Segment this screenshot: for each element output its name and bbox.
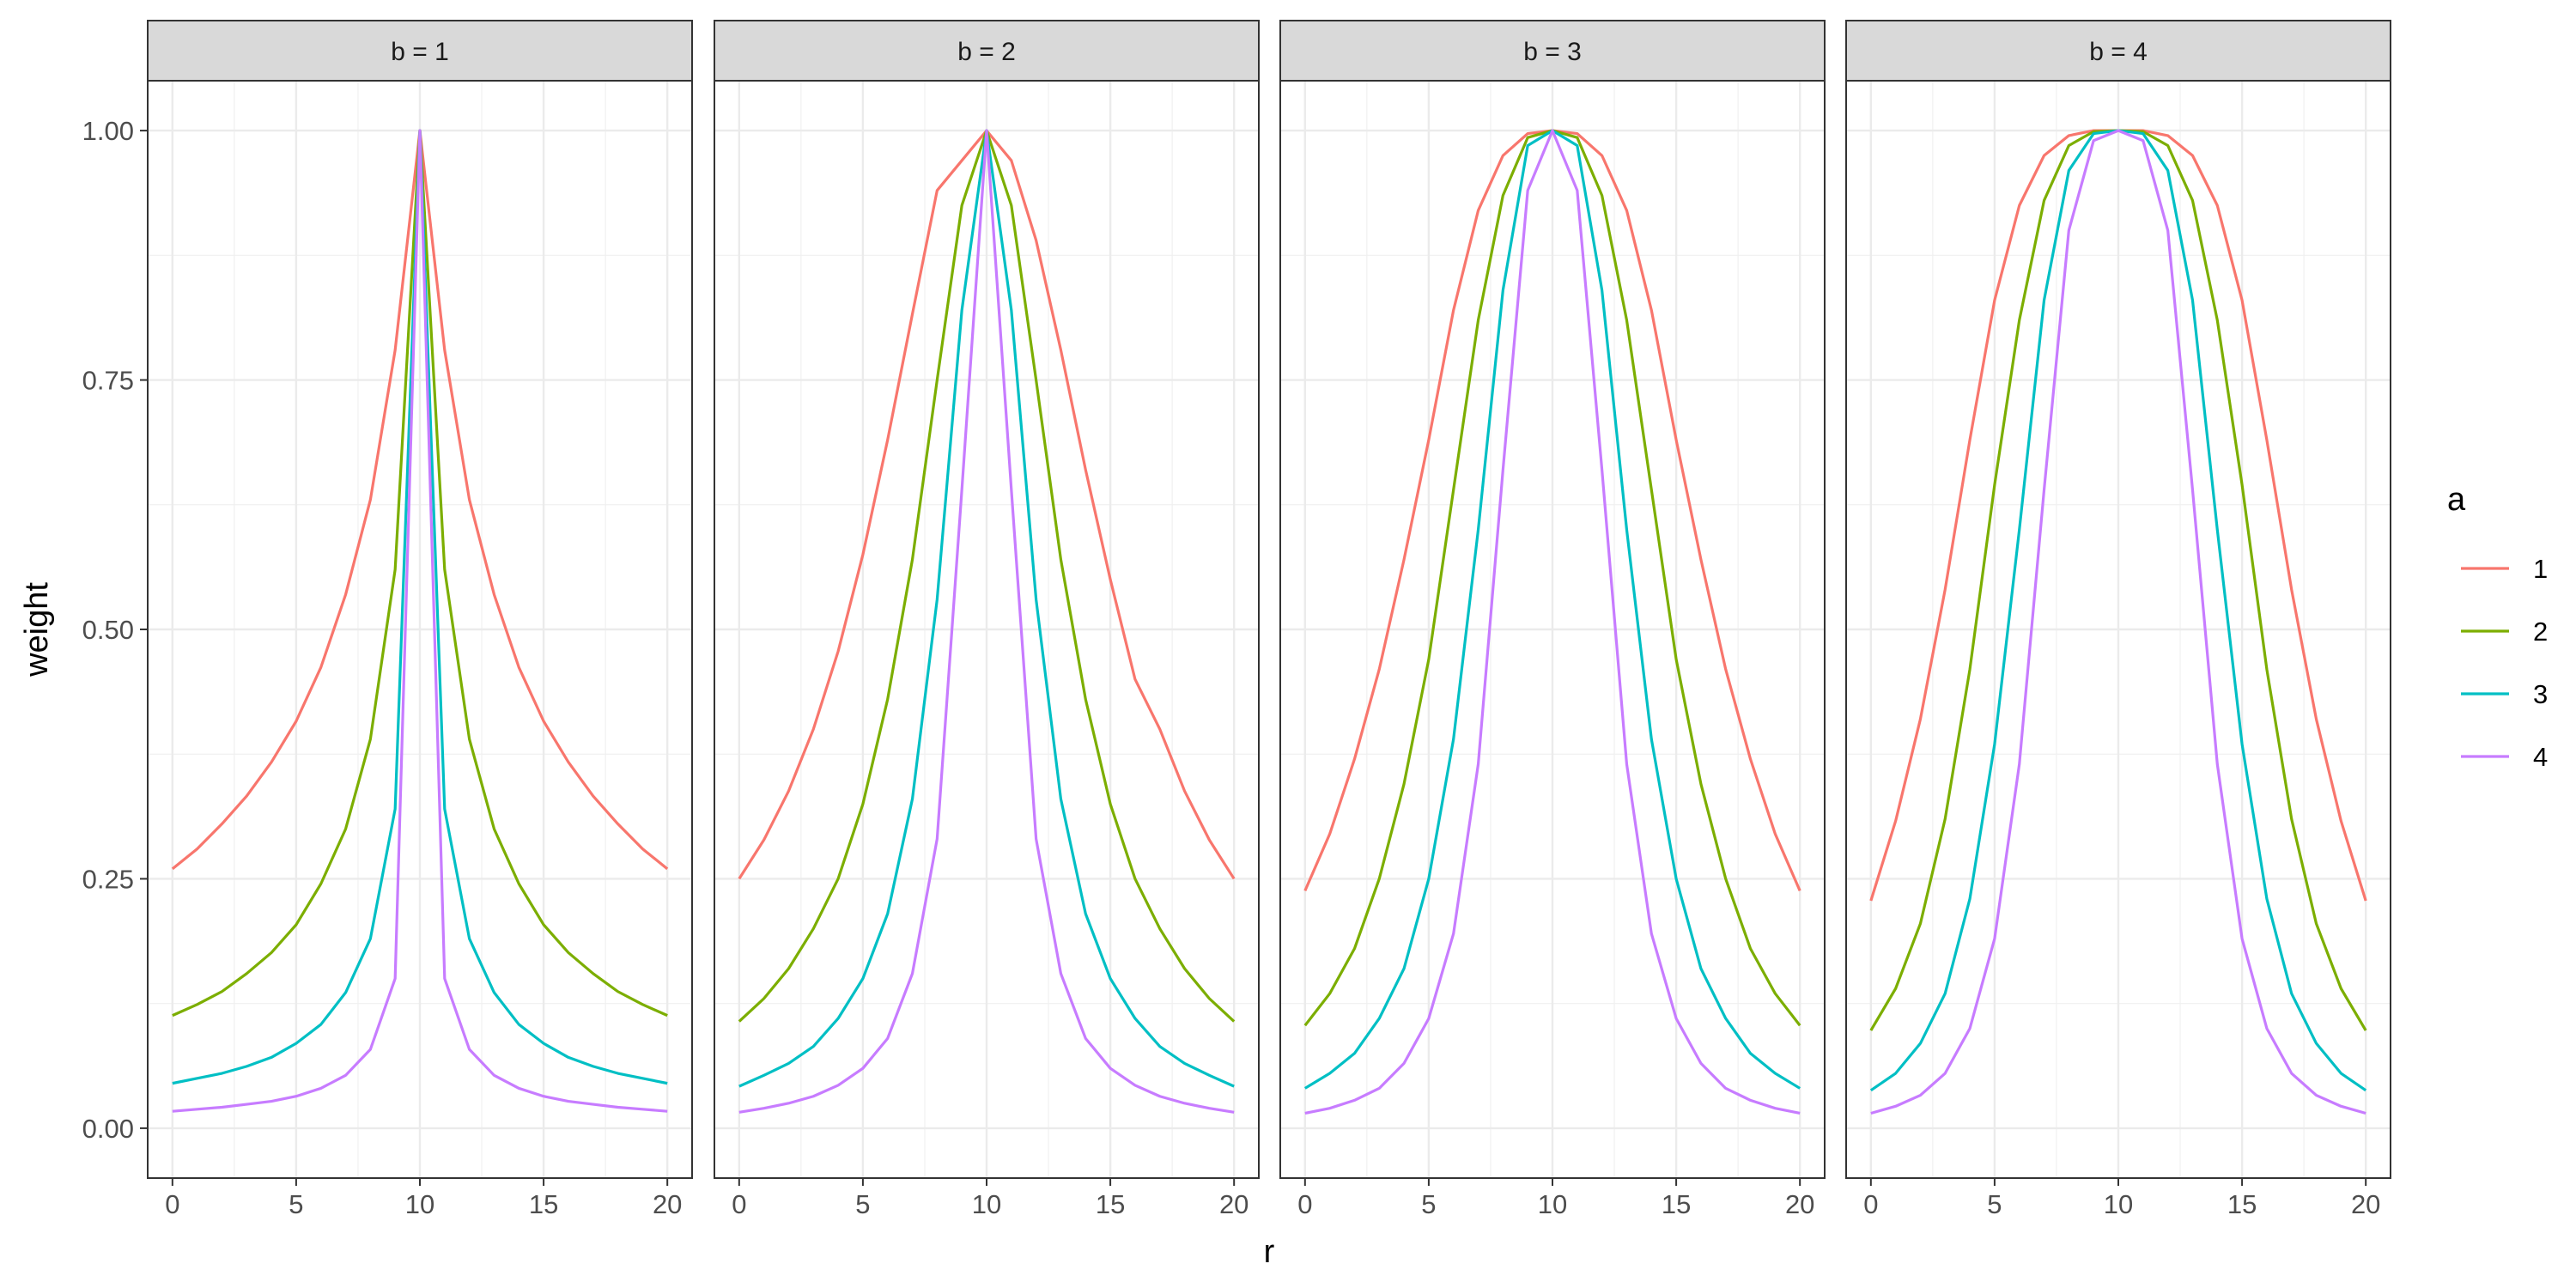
series-line-a4 — [1304, 129, 1801, 1115]
series-line-a4 — [738, 129, 1235, 1114]
x-axis-title: r — [1264, 1234, 1275, 1270]
x-tick-label: 20 — [1785, 1189, 1814, 1219]
x-tick-label: 0 — [1297, 1189, 1312, 1219]
y-tick-label: 1.00 — [82, 116, 134, 146]
series-line-a4 — [172, 129, 668, 1113]
y-tick-label: 0.25 — [82, 864, 134, 894]
x-tick-label: 15 — [529, 1189, 558, 1219]
y-tick-label: 0.75 — [82, 366, 134, 396]
facet-strip-bg — [147, 20, 693, 82]
x-tick-label: 10 — [1538, 1189, 1567, 1219]
y-axis-title: weight — [19, 582, 55, 677]
x-tick-label: 0 — [165, 1189, 179, 1219]
x-tick-label: 10 — [972, 1189, 1001, 1219]
legend-label: 2 — [2533, 617, 2548, 647]
x-tick-label: 15 — [1662, 1189, 1691, 1219]
facet-strip-label: b = 3 — [1523, 38, 1582, 66]
x-tick-label: 20 — [2351, 1189, 2380, 1219]
y-tick-label: 0.00 — [82, 1114, 134, 1144]
x-tick-label: 5 — [1421, 1189, 1436, 1219]
facet-strip-label: b = 1 — [391, 38, 449, 66]
x-tick-label: 5 — [855, 1189, 870, 1219]
facet-strip-bg — [1845, 20, 2391, 82]
series-line-a4 — [1870, 129, 2366, 1115]
x-tick-label: 10 — [2104, 1189, 2133, 1219]
x-tick-label: 5 — [1987, 1189, 2002, 1219]
x-tick-label: 20 — [653, 1189, 682, 1219]
x-tick-label: 20 — [1219, 1189, 1249, 1219]
x-tick-label: 5 — [289, 1189, 303, 1219]
facet-strip-label: b = 4 — [2089, 38, 2148, 66]
legend-label: 1 — [2533, 554, 2548, 584]
legend-label: 3 — [2533, 679, 2548, 709]
x-tick-label: 0 — [732, 1189, 746, 1219]
legend-title: a — [2447, 482, 2466, 518]
x-tick-label: 10 — [405, 1189, 434, 1219]
legend-label: 4 — [2533, 742, 2548, 772]
x-tick-label: 15 — [1096, 1189, 1125, 1219]
y-tick-label: 0.50 — [82, 615, 134, 645]
x-tick-label: 0 — [1863, 1189, 1878, 1219]
facet-strip-label: b = 2 — [957, 38, 1016, 66]
facet-strip-bg — [1279, 20, 1826, 82]
x-tick-label: 15 — [2227, 1189, 2257, 1219]
